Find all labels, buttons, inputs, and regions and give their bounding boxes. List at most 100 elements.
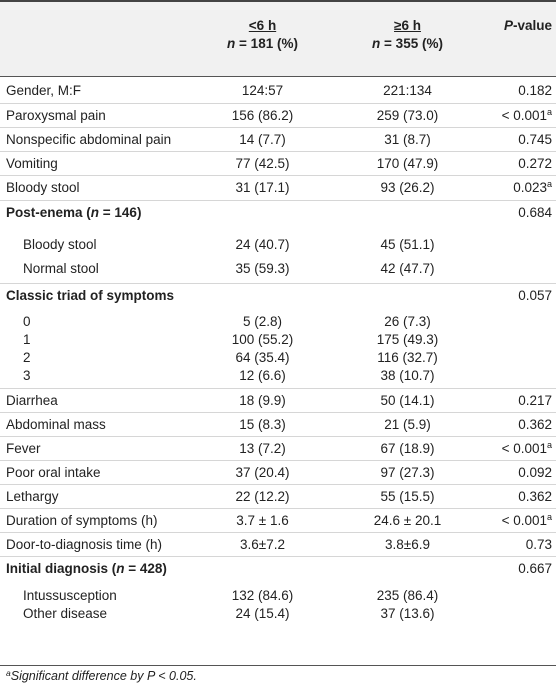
cell-lt6h xyxy=(200,284,325,308)
table-row: Poor oral intake 37 (20.4) 97 (27.3) 0.092 xyxy=(0,460,556,485)
cell-ge6h: 24.6 ± 20.1 xyxy=(373,513,442,528)
table-row: Classic triad of symptoms 0.057 xyxy=(0,283,556,308)
cell-pvalue: 0.092 xyxy=(518,465,552,480)
row-label: Other disease xyxy=(23,606,108,621)
cell-lt6h: 132 (84.6) xyxy=(231,588,294,603)
cell-lt6h: 3.7 ± 1.6 xyxy=(236,513,289,528)
cell-pvalue: 0.684 xyxy=(518,205,552,220)
cell-pvalue: < 0.001a xyxy=(501,440,552,457)
row-label: 2 xyxy=(23,350,31,365)
row-label: Post-enema (n = 146) xyxy=(6,205,142,220)
table-row: 0 5 (2.8) 26 (7.3) xyxy=(0,310,556,334)
table-row: 2 64 (35.4) 116 (32.7) xyxy=(0,346,556,370)
col-lt6h-n: n = 181 (%) xyxy=(227,36,298,51)
cell-ge6h xyxy=(345,201,470,225)
cell-lt6h: 15 (8.3) xyxy=(239,417,286,432)
row-label: Poor oral intake xyxy=(6,465,101,480)
cell-ge6h: 55 (15.5) xyxy=(380,489,435,504)
cell-ge6h: 67 (18.9) xyxy=(380,441,435,456)
cell-ge6h: 31 (8.7) xyxy=(384,132,431,147)
table-row: Bloody stool 24 (40.7) 45 (51.1) xyxy=(0,233,556,257)
footnote: aSignificant difference by P < 0.05. xyxy=(6,668,197,683)
table-row: Initial diagnosis (n = 428) 0.667 xyxy=(0,556,556,581)
cell-pvalue: 0.667 xyxy=(518,561,552,576)
cell-ge6h: 3.8±6.9 xyxy=(385,537,430,552)
table-row: Duration of symptoms (h) 3.7 ± 1.6 24.6 ± … xyxy=(0,508,556,533)
table-header-rule xyxy=(0,76,556,77)
table-row: Nonspecific abdominal pain 14 (7.7) 31 (8.… xyxy=(0,127,556,152)
cell-lt6h: 64 (35.4) xyxy=(235,350,290,365)
table-row: 1 100 (55.2) 175 (49.3) xyxy=(0,328,556,352)
cell-ge6h: 50 (14.1) xyxy=(380,393,435,408)
table-row: Lethargy 22 (12.2) 55 (15.5) 0.362 xyxy=(0,484,556,509)
cell-lt6h: 13 (7.2) xyxy=(239,441,286,456)
cell-pvalue: 0.023a xyxy=(513,179,552,196)
cell-ge6h xyxy=(345,284,470,308)
cell-ge6h: 235 (86.4) xyxy=(376,588,439,603)
table-row: Door-to-diagnosis time (h) 3.6±7.2 3.8±6.9… xyxy=(0,532,556,557)
table-row: Bloody stool 31 (17.1) 93 (26.2) 0.023a xyxy=(0,175,556,200)
row-label: Initial diagnosis (n = 428) xyxy=(6,561,167,576)
row-label: Bloody stool xyxy=(6,180,80,195)
row-label: 3 xyxy=(23,368,31,383)
row-label: Gender, M:F xyxy=(6,83,82,98)
row-label: Diarrhea xyxy=(6,393,58,408)
significance-marker: a xyxy=(546,512,552,522)
cell-lt6h: 77 (42.5) xyxy=(235,156,290,171)
significance-marker: a xyxy=(546,107,552,117)
cell-ge6h: 221:134 xyxy=(383,83,432,98)
table-row: Diarrhea 18 (9.9) 50 (14.1) 0.217 xyxy=(0,388,556,413)
cell-pvalue: 0.057 xyxy=(518,288,552,303)
col-ge6h-n: n = 355 (%) xyxy=(372,36,443,51)
cell-lt6h: 5 (2.8) xyxy=(242,314,283,329)
significance-marker: a xyxy=(546,440,552,450)
cell-lt6h: 14 (7.7) xyxy=(239,132,286,147)
col-lt6h-heading: <6 h xyxy=(248,18,277,33)
cell-lt6h: 3.6±7.2 xyxy=(240,537,285,552)
table-top-rule xyxy=(0,0,556,2)
row-label: Bloody stool xyxy=(23,237,97,252)
cell-pvalue: 0.745 xyxy=(518,132,552,147)
cell-lt6h: 12 (6.6) xyxy=(239,368,286,383)
cell-pvalue xyxy=(484,257,552,281)
row-label: Paroxysmal pain xyxy=(6,108,106,123)
cell-pvalue: 0.362 xyxy=(518,489,552,504)
cell-pvalue: < 0.001a xyxy=(501,512,552,529)
cell-lt6h: 37 (20.4) xyxy=(235,465,290,480)
row-label: Duration of symptoms (h) xyxy=(6,513,158,528)
cell-ge6h: 97 (27.3) xyxy=(380,465,435,480)
significance-marker: a xyxy=(546,179,552,189)
row-label: Intussusception xyxy=(23,588,117,603)
cell-ge6h xyxy=(345,557,470,581)
cell-ge6h: 42 (47.7) xyxy=(380,261,435,276)
col-pvalue-heading: P-value xyxy=(503,18,552,33)
row-label: 1 xyxy=(23,332,31,347)
cell-ge6h: 259 (73.0) xyxy=(376,108,439,123)
table-bottom-rule xyxy=(0,665,556,666)
row-label: Normal stool xyxy=(23,261,99,276)
table-row: Abdominal mass 15 (8.3) 21 (5.9) 0.362 xyxy=(0,412,556,437)
cell-ge6h: 21 (5.9) xyxy=(384,417,431,432)
cell-pvalue: 0.362 xyxy=(518,417,552,432)
cell-ge6h: 37 (13.6) xyxy=(380,606,435,621)
table-row: Paroxysmal pain 156 (86.2) 259 (73.0) < 0.0… xyxy=(0,103,556,128)
cell-pvalue: < 0.001a xyxy=(501,107,552,124)
row-label: Door-to-diagnosis time (h) xyxy=(6,537,163,552)
row-label: Vomiting xyxy=(6,156,58,171)
row-label: Lethargy xyxy=(6,489,59,504)
cell-pvalue: 0.217 xyxy=(518,393,552,408)
cell-ge6h: 170 (47.9) xyxy=(376,156,439,171)
cell-lt6h: 18 (9.9) xyxy=(239,393,286,408)
cell-lt6h: 100 (55.2) xyxy=(231,332,294,347)
row-label: Classic triad of symptoms xyxy=(6,288,175,303)
table-row: Fever 13 (7.2) 67 (18.9) < 0.001a xyxy=(0,436,556,461)
row-label: Fever xyxy=(6,441,41,456)
table-row: Post-enema (n = 146) 0.684 xyxy=(0,200,556,225)
cell-ge6h: 45 (51.1) xyxy=(380,237,435,252)
cell-ge6h: 93 (26.2) xyxy=(380,180,435,195)
row-label: Nonspecific abdominal pain xyxy=(6,132,172,147)
cell-lt6h: 124:57 xyxy=(241,83,284,98)
table-header: <6 h n = 181 (%) ≥6 h n = 355 (%) P-valu… xyxy=(0,0,556,76)
row-label: 0 xyxy=(23,314,31,329)
table-row: Other disease 24 (15.4) 37 (13.6) xyxy=(0,602,556,626)
